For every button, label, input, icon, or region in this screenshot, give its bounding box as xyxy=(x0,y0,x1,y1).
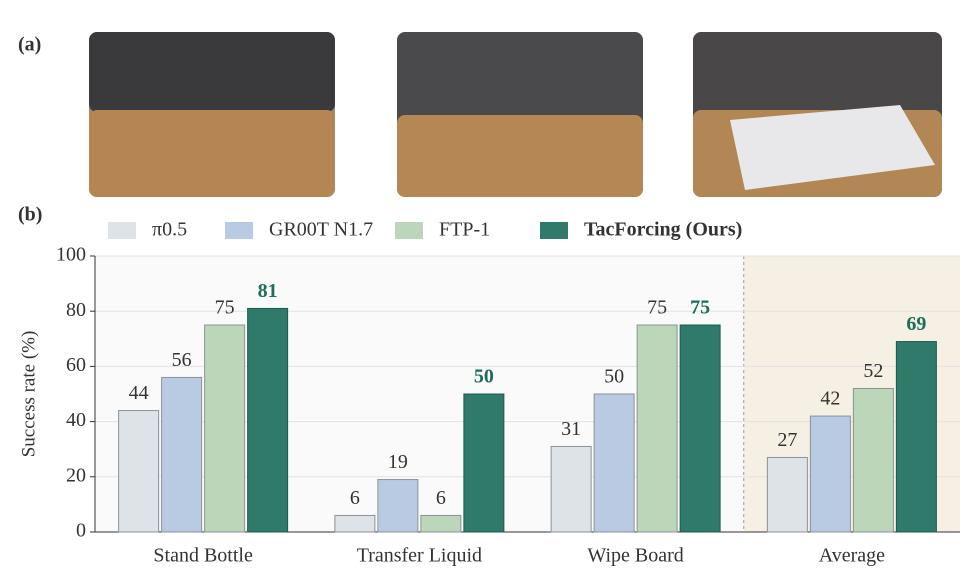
x-tick-label: Wipe Board xyxy=(587,545,683,567)
y-tick-label: 80 xyxy=(66,299,86,321)
legend-swatch xyxy=(395,222,423,239)
bar xyxy=(463,393,505,533)
photo-table xyxy=(89,110,335,197)
value-label: 75 xyxy=(647,297,667,319)
bar xyxy=(420,514,462,533)
legend-label: FTP-1 xyxy=(439,219,490,241)
legend-label: GR00T N1.7 xyxy=(269,219,373,241)
y-axis-label: Success rate (%) xyxy=(18,331,39,458)
value-label: 19 xyxy=(388,451,408,473)
y-tick-label: 20 xyxy=(66,464,86,486)
value-label: 44 xyxy=(129,382,149,404)
value-label: 75 xyxy=(215,297,235,319)
bar xyxy=(679,324,721,533)
bar xyxy=(377,479,419,533)
bar xyxy=(636,324,678,533)
bar xyxy=(852,387,894,533)
bar xyxy=(895,341,937,533)
x-tick-label: Stand Bottle xyxy=(153,545,253,567)
x-tick-label: Transfer Liquid xyxy=(357,545,482,567)
y-tick-label: 60 xyxy=(66,354,86,376)
value-label: 50 xyxy=(604,366,624,388)
legend-swatch xyxy=(225,222,253,239)
value-label: 52 xyxy=(863,360,883,382)
value-label: 56 xyxy=(172,349,192,371)
value-label: 50 xyxy=(474,366,494,388)
photo-table xyxy=(397,115,643,197)
x-tick-label: Average xyxy=(819,545,885,567)
y-tick-label: 40 xyxy=(66,409,86,431)
bar xyxy=(334,514,376,533)
value-label: 42 xyxy=(820,388,840,410)
photo-board xyxy=(730,105,935,190)
photo-background xyxy=(89,32,335,112)
value-label: 27 xyxy=(777,429,797,451)
legend-swatch xyxy=(108,222,136,239)
bar xyxy=(550,445,592,533)
value-label: 81 xyxy=(258,280,278,302)
legend-label: TacForcing (Ours) xyxy=(584,219,742,241)
value-label: 69 xyxy=(906,313,926,335)
value-label: 31 xyxy=(561,418,581,440)
panel-label: (a) xyxy=(18,34,41,56)
panel-label: (b) xyxy=(18,204,42,226)
legend-label: π0.5 xyxy=(152,219,187,241)
bar xyxy=(204,324,246,533)
value-label: 75 xyxy=(690,297,710,319)
bar xyxy=(809,415,851,533)
chart: 0 20 40 60 80 100 Success rate (%) Stand Bottle… xyxy=(18,219,960,567)
bar xyxy=(161,376,203,533)
bar xyxy=(766,456,808,533)
bar xyxy=(118,410,160,533)
y-tick-label: 100 xyxy=(56,244,86,266)
bar xyxy=(593,393,635,533)
y-tick-label: 0 xyxy=(76,520,86,542)
value-label: 6 xyxy=(436,487,446,509)
bar xyxy=(247,307,289,533)
value-label: 6 xyxy=(350,487,360,509)
legend-swatch xyxy=(540,222,568,239)
photos xyxy=(89,32,942,197)
